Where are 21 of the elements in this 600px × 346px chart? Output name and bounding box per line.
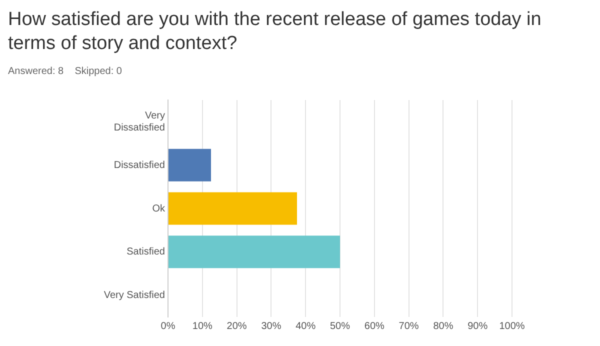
x-tick-label: 20% [226,320,247,332]
y-tick-label: Satisfied [126,246,165,258]
text: Answered: 8 Skipped: 0 [8,66,123,77]
x-tick-label: 60% [364,320,385,332]
chart-title: How satisfied are you with the recent release of games today in terms of story and context? [8,8,542,56]
y-tick-label: Very Satisfied [104,290,165,302]
x-tick-label: 80% [433,320,454,332]
y-tick-label: Very Dissatisfied [114,110,165,134]
x-tick-label: 0% [160,320,176,332]
bar [168,148,211,182]
x-tick-label: 100% [499,320,525,332]
y-tick-label: Ok [152,203,166,214]
bar [168,236,340,268]
x-tick-label: 30% [261,320,282,332]
x-tick-label: 40% [296,320,316,332]
x-tick-label: 90% [468,320,488,332]
x-tick-label: 50% [330,320,350,332]
bar [168,192,297,225]
x-tick-label: 70% [398,320,419,332]
x-tick-label: 10% [192,320,213,332]
y-tick-label: Dissatisfied [114,160,165,171]
